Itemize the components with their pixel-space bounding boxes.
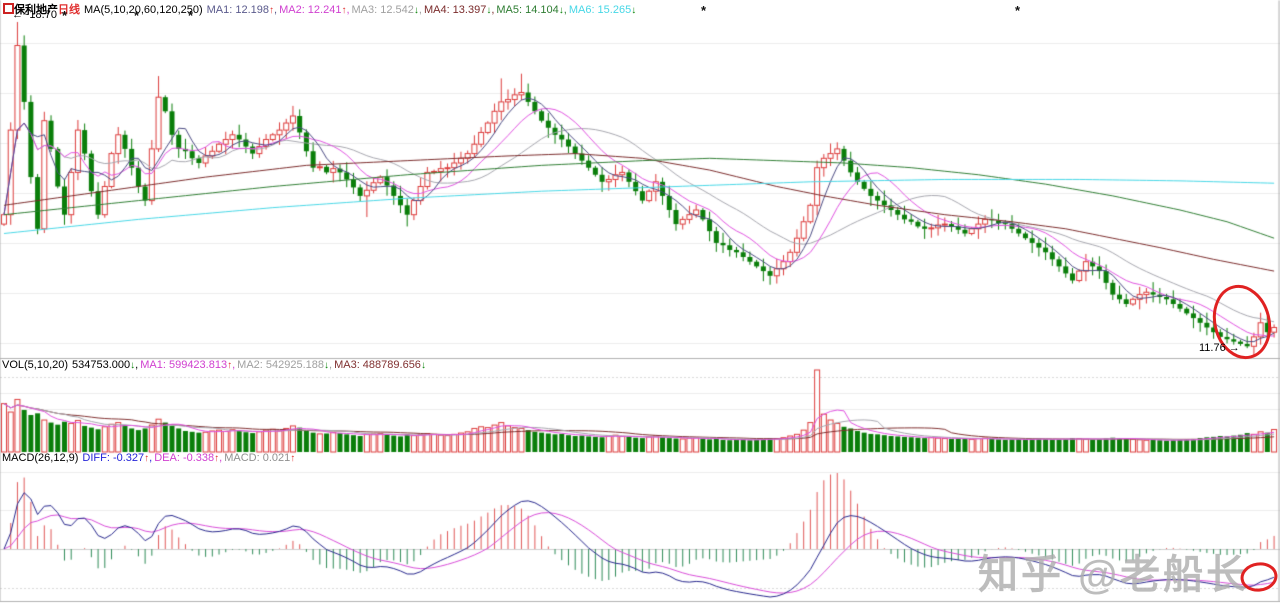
price-ma-values: MA1: 12.198↑, MA2: 12.241↑, MA3: 12.542↓, M… <box>207 4 639 16</box>
annotation-circle <box>1212 284 1272 360</box>
down-arrow-icon: ↓ <box>558 5 564 16</box>
indicator-value-item: MA3: 12.542↓, <box>351 4 422 16</box>
down-arrow-icon: ↓ <box>413 5 419 16</box>
volume-pane-header: VOL(5,10,20) 534753.000↓, MA1: 599423.813↑… <box>2 359 428 371</box>
event-marker-asterisk: * <box>188 8 194 23</box>
high-arrow-icon: ← <box>12 9 23 21</box>
up-arrow-icon: ↑ <box>269 5 275 16</box>
stock-icon <box>3 3 14 14</box>
up-arrow-icon: ↑ <box>341 5 347 16</box>
down-arrow-icon: ↓ <box>420 360 426 371</box>
down-arrow-icon: ↓ <box>486 5 492 16</box>
event-marker-asterisk: * <box>134 8 140 23</box>
event-marker-asterisk: * <box>1015 3 1021 18</box>
indicator-value-item: MA4: 13.397↓, <box>423 4 495 16</box>
down-arrow-icon: ↓ <box>130 360 136 371</box>
up-arrow-icon: ↑ <box>227 360 233 371</box>
indicator-value-item: DEA: -0.338↑, <box>154 452 223 464</box>
indicator-value-item: MA2: 12.241↑, <box>279 4 350 16</box>
up-arrow-icon: ↑ <box>144 453 150 464</box>
down-arrow-icon: ↓ <box>631 5 637 16</box>
indicator-value-item: MA3: 488789.656↓ <box>334 359 426 371</box>
down-arrow-icon: ↓ <box>324 360 330 371</box>
low-arrow-icon: → <box>1228 342 1240 354</box>
event-marker-asterisk: * <box>62 8 68 23</box>
high-price-label: ~18.70 <box>23 9 57 21</box>
indicator-value-item: 534753.000↓, <box>72 359 139 371</box>
period-label: 日线 <box>58 4 80 16</box>
price-pane-header: 保利地产日线 MA(5,10,20,60,120,250) MA1: 12.198↑… <box>14 1 638 17</box>
indicator-value-item: MA2: 542925.188↓, <box>237 359 333 371</box>
indicator-value-item: MACD: 0.021↑ <box>224 452 296 464</box>
low-price-label: 11.76 <box>1199 342 1226 354</box>
up-arrow-icon: ↑ <box>214 453 220 464</box>
macd-values: DIFF: -0.327↑, DEA: -0.338↑, MACD: 0.021↑ <box>82 452 297 464</box>
macd-settings-label: MACD(26,12,9) <box>2 452 79 464</box>
vol-settings-label: VOL(5,10,20) <box>2 359 69 371</box>
indicator-value-item: MA1: 599423.813↑, <box>140 359 236 371</box>
indicator-value-item: MA1: 12.198↑, <box>206 4 278 16</box>
indicator-value-item: DIFF: -0.327↑, <box>82 452 153 464</box>
high-price-annotation: ←~18.70 <box>12 9 57 21</box>
indicator-value-item: MA5: 14.104↓, <box>496 4 567 16</box>
up-arrow-icon: ↑ <box>290 453 296 464</box>
ma-settings-label: MA(5,10,20,60,120,250) <box>84 4 203 16</box>
event-marker-asterisk: * <box>701 3 707 18</box>
low-price-annotation: 11.76 → <box>1199 342 1240 354</box>
annotation-circle <box>1240 562 1278 592</box>
macd-pane-header: MACD(26,12,9) DIFF: -0.327↑, DEA: -0.338↑,… <box>2 452 297 464</box>
watermark: 知乎 @老船长 <box>978 553 1250 597</box>
vol-ma-values: 534753.000↓, MA1: 599423.813↑, MA2: 542925… <box>72 359 428 371</box>
stock-name: 保利地产 <box>14 4 58 16</box>
indicator-value-item: MA6: 15.265↓ <box>568 4 637 16</box>
